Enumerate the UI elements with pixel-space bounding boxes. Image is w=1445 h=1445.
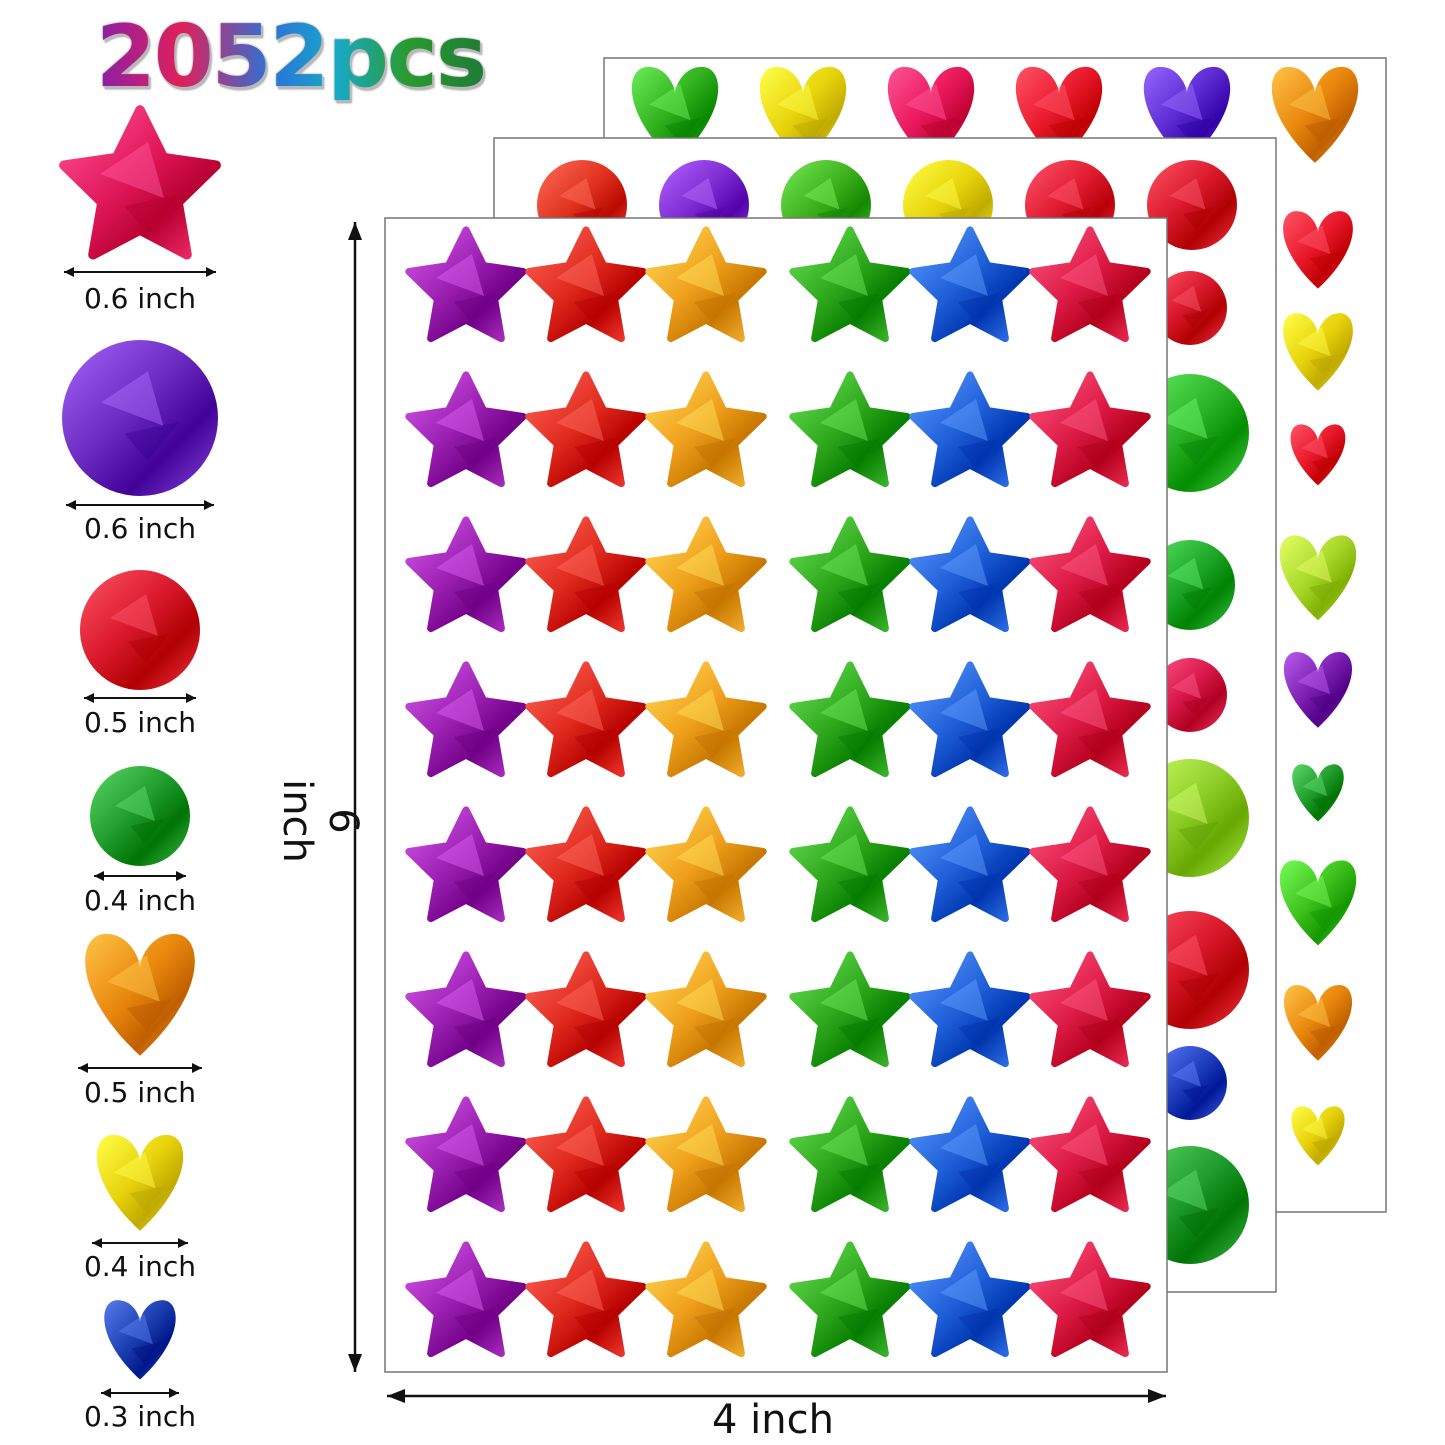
size-legend bbox=[59, 105, 221, 1398]
width-dimension-label: 4 inch bbox=[712, 1397, 834, 1443]
circle-sticker bbox=[1153, 271, 1227, 345]
star-sticker bbox=[789, 226, 911, 343]
legend-heart-sticker bbox=[85, 933, 195, 1056]
star-sticker bbox=[1029, 951, 1151, 1068]
legend-heart-sticker bbox=[104, 1300, 176, 1380]
heart-sticker bbox=[1283, 652, 1353, 728]
heart-sticker bbox=[1290, 424, 1346, 486]
star-sticker bbox=[405, 1241, 527, 1358]
star-sticker bbox=[1029, 661, 1151, 778]
size-label: 0.6 inch bbox=[83, 282, 197, 315]
heart-sticker bbox=[1279, 535, 1357, 621]
star-sticker bbox=[405, 951, 527, 1068]
legend-star-sticker bbox=[59, 105, 221, 260]
size-label: 0.4 inch bbox=[83, 884, 197, 917]
star-sticker bbox=[525, 516, 647, 633]
heart-sticker bbox=[1283, 985, 1353, 1061]
star-sticker bbox=[789, 516, 911, 633]
headline-pcs-count: 2052pcs bbox=[96, 7, 487, 107]
star-sticker bbox=[909, 226, 1031, 343]
size-arrow bbox=[84, 693, 196, 703]
star-sticker bbox=[405, 806, 527, 923]
star-sticker bbox=[525, 1241, 647, 1358]
legend-circle-sticker bbox=[90, 766, 190, 866]
star-sticker bbox=[1029, 1241, 1151, 1358]
star-sticker bbox=[1029, 226, 1151, 343]
star-sticker bbox=[645, 951, 767, 1068]
star-sticker bbox=[405, 371, 527, 488]
height-dimension-label: 6 inch bbox=[274, 779, 366, 863]
star-sticker bbox=[525, 806, 647, 923]
star-sticker bbox=[645, 1241, 767, 1358]
star-sticker bbox=[789, 1096, 911, 1213]
star-sticker bbox=[1029, 1096, 1151, 1213]
star-sticker bbox=[789, 951, 911, 1068]
star-sticker bbox=[909, 1096, 1031, 1213]
star-sticker bbox=[645, 1096, 767, 1213]
heart-sticker bbox=[1291, 1106, 1345, 1166]
star-sticker bbox=[909, 371, 1031, 488]
star-sticker bbox=[405, 226, 527, 343]
star-sticker bbox=[1029, 371, 1151, 488]
star-sticker bbox=[645, 371, 767, 488]
star-sticker-sheet bbox=[384, 217, 1168, 1373]
legend-circle-sticker bbox=[80, 570, 200, 690]
size-arrow bbox=[66, 500, 214, 510]
star-sticker bbox=[645, 516, 767, 633]
size-arrow bbox=[101, 1388, 179, 1398]
size-arrow bbox=[78, 1063, 202, 1073]
star-sticker bbox=[525, 226, 647, 343]
star-sticker bbox=[909, 516, 1031, 633]
size-arrow bbox=[92, 1238, 188, 1248]
legend-circle-sticker bbox=[62, 340, 218, 496]
star-sticker bbox=[525, 371, 647, 488]
heart-sticker bbox=[1283, 313, 1353, 391]
star-sticker bbox=[1029, 806, 1151, 923]
size-label: 0.6 inch bbox=[83, 512, 197, 545]
heart-sticker bbox=[1292, 764, 1344, 822]
circle-sticker bbox=[1153, 1046, 1227, 1120]
star-sticker bbox=[525, 661, 647, 778]
size-label: 0.5 inch bbox=[83, 1076, 197, 1109]
legend-heart-sticker bbox=[96, 1134, 184, 1231]
heart-sticker bbox=[1279, 860, 1357, 946]
star-sticker bbox=[405, 516, 527, 633]
star-sticker bbox=[1029, 516, 1151, 633]
circle-sticker bbox=[1153, 658, 1227, 732]
star-sticker bbox=[525, 1096, 647, 1213]
star-sheet-paper bbox=[384, 217, 1168, 1373]
star-sticker bbox=[405, 1096, 527, 1213]
circle-sticker bbox=[1147, 160, 1237, 250]
star-sticker bbox=[909, 806, 1031, 923]
star-sticker bbox=[789, 1241, 911, 1358]
star-sticker bbox=[789, 371, 911, 488]
star-sticker bbox=[645, 806, 767, 923]
dimension-arrows bbox=[348, 222, 1166, 1403]
heart-sticker bbox=[1283, 211, 1353, 289]
star-sticker bbox=[909, 1241, 1031, 1358]
star-sticker bbox=[645, 226, 767, 343]
star-sticker bbox=[789, 806, 911, 923]
size-arrow bbox=[94, 871, 186, 881]
size-arrow bbox=[64, 267, 216, 277]
star-sticker bbox=[909, 661, 1031, 778]
heart-sticker bbox=[1271, 66, 1359, 163]
star-sticker bbox=[405, 661, 527, 778]
size-label: 0.3 inch bbox=[83, 1400, 197, 1433]
star-sticker bbox=[525, 951, 647, 1068]
star-sticker bbox=[789, 661, 911, 778]
star-sticker bbox=[909, 951, 1031, 1068]
size-label: 0.4 inch bbox=[83, 1250, 197, 1283]
star-sticker bbox=[645, 661, 767, 778]
size-label: 0.5 inch bbox=[83, 706, 197, 739]
